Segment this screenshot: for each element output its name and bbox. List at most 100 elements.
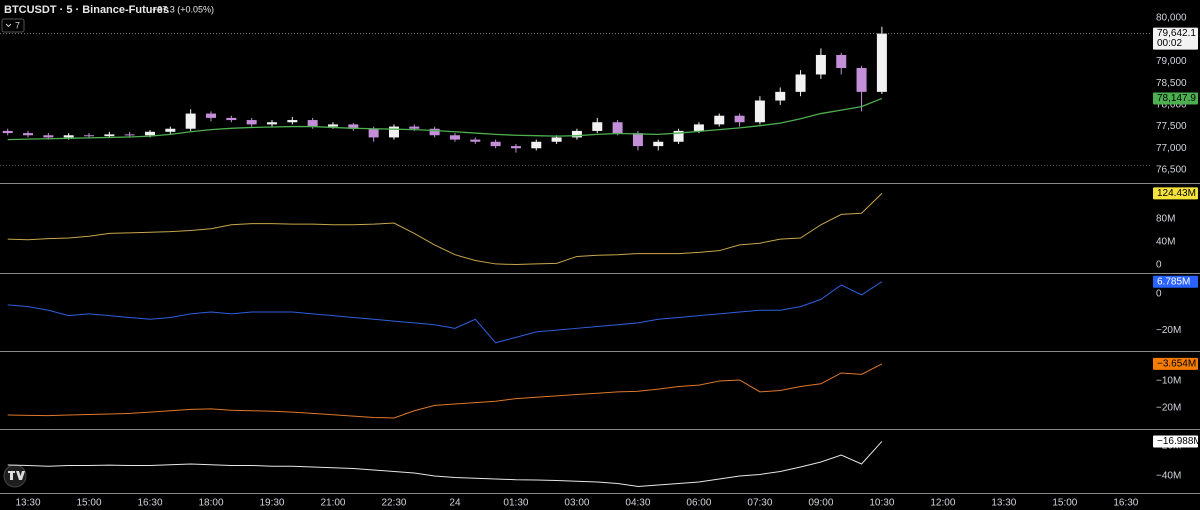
candle-body — [856, 67, 867, 92]
candle-body — [63, 135, 74, 138]
candle-body — [409, 126, 420, 129]
x-tick-label: 22:30 — [381, 498, 406, 509]
candle-body — [653, 141, 664, 147]
indicator-line — [7, 193, 883, 266]
x-tick-label: 21:00 — [320, 498, 345, 509]
indicator-line — [7, 363, 883, 419]
candle-body — [470, 139, 481, 142]
x-tick-label: 10:30 — [869, 498, 894, 509]
last-value-label-box — [1153, 187, 1198, 200]
candle-body — [43, 135, 54, 138]
last-value-label-box — [1153, 357, 1198, 370]
last-price-label-countdown: 00:02 — [1157, 38, 1182, 49]
x-tick-label: 04:30 — [625, 498, 650, 509]
candle-body — [84, 135, 95, 137]
last-value-label: 124.43M — [1157, 188, 1196, 199]
y-tick-label: 77,000 — [1156, 143, 1187, 154]
candle-body — [307, 120, 318, 127]
candle-body — [836, 54, 847, 68]
last-value-label-box — [1153, 435, 1198, 448]
chevron — [5, 23, 12, 28]
x-tick-label: 18:00 — [198, 498, 223, 509]
separators — [0, 183, 1200, 494]
candle-body — [185, 113, 196, 129]
symbol-title: BTCUSDT · 5 · Binance-Futures — [4, 4, 169, 16]
candle-body — [815, 54, 826, 75]
last-value-label: 6.785M — [1157, 276, 1190, 287]
candle-body — [490, 141, 501, 147]
candle-body — [510, 146, 521, 149]
tv-logo — [3, 464, 27, 488]
x-tick-label: 13:30 — [16, 498, 41, 509]
last-value-label-box — [1153, 275, 1198, 288]
candle-body — [348, 124, 359, 129]
candle-body — [368, 128, 379, 138]
candle-body — [612, 122, 623, 134]
y-tick-label: −10M — [1156, 376, 1181, 387]
y-tick-label: 80M — [1156, 214, 1175, 225]
indicator-line — [7, 281, 883, 344]
candle-body — [551, 137, 562, 142]
candle-body — [795, 74, 806, 92]
indicator-toggle[interactable] — [1, 18, 25, 33]
x-tick-label: 15:00 — [77, 498, 102, 509]
candle-body — [429, 128, 440, 136]
x-tick-label: 13:30 — [991, 498, 1016, 509]
x-tick-label: 09:00 — [808, 498, 833, 509]
x-tick-label: 12:00 — [930, 498, 955, 509]
y-tick-label: −40M — [1156, 471, 1181, 482]
change: +37.3 (+0.05%) — [152, 4, 214, 14]
last-value-label: −3.654M — [1157, 359, 1196, 370]
y-tick-label: 77,500 — [1156, 121, 1187, 132]
moving-average — [7, 97, 883, 141]
candle-body — [592, 122, 603, 131]
y-tick-label: 76,500 — [1156, 165, 1187, 176]
x-tick-label: 24 — [449, 498, 461, 509]
y-tick-label: 80,000 — [1156, 13, 1187, 24]
x-tick-label: 01:30 — [503, 498, 528, 509]
x-tick-label: 16:30 — [1113, 498, 1138, 509]
candle-body — [571, 130, 582, 138]
indicator-line — [7, 441, 883, 487]
candle-body — [226, 117, 237, 121]
candle-body — [266, 122, 277, 125]
candle-body — [23, 133, 34, 136]
candle-body — [165, 128, 176, 132]
y-tick-label: 40M — [1156, 237, 1175, 248]
candle-body — [104, 134, 115, 137]
last-price-label-box — [1153, 27, 1198, 50]
y-tick-label: 0 — [1156, 289, 1162, 300]
x-tick-label: 19:30 — [259, 498, 284, 509]
candle-body — [673, 130, 684, 142]
candle-body — [246, 120, 257, 125]
candle-body — [714, 115, 725, 125]
candle-body — [876, 33, 887, 92]
candle-body — [145, 131, 156, 136]
x-tick-label: 16:30 — [137, 498, 162, 509]
last-value-label: −16.988M — [1157, 436, 1200, 447]
indicator-count: 7 — [15, 20, 20, 30]
candle-body — [2, 130, 13, 134]
candle-body — [327, 124, 338, 127]
candle-body — [754, 100, 765, 123]
y-tick-label: 78,500 — [1156, 78, 1187, 89]
last-price-label: 79,642.1 — [1157, 28, 1196, 39]
candle-body — [734, 115, 745, 123]
x-tick-label: 15:00 — [1052, 498, 1077, 509]
y-tick-label: 0 — [1156, 260, 1162, 271]
y-tick-label: 79,000 — [1156, 56, 1187, 67]
candle-body — [775, 91, 786, 101]
candle-body — [124, 134, 135, 136]
candle-body — [632, 133, 643, 147]
ma-label: 78,147.9 — [1157, 93, 1196, 104]
candle-body — [287, 120, 298, 123]
candle-body — [206, 113, 216, 118]
x-tick-label: 07:30 — [747, 498, 772, 509]
y-tick-label: 78,000 — [1156, 100, 1187, 111]
candle-body — [531, 141, 542, 149]
candle-body — [388, 126, 399, 138]
y-tick-label: −20M — [1156, 403, 1181, 414]
candle-body — [449, 135, 460, 140]
x-tick-label: 06:00 — [686, 498, 711, 509]
